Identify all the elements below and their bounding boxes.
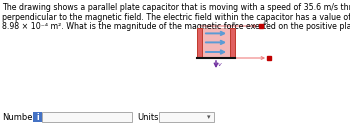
Text: ▾: ▾	[207, 114, 211, 120]
Bar	[230, 28, 235, 58]
Text: The drawing shows a parallel plate capacitor that is moving with a speed of 35.6: The drawing shows a parallel plate capac…	[2, 3, 350, 12]
Text: F: F	[231, 22, 234, 27]
Text: 8.98 × 10⁻⁴ m². What is the magnitude of the magnetic force exerted on the posit: 8.98 × 10⁻⁴ m². What is the magnitude of…	[2, 22, 350, 31]
Text: i: i	[36, 113, 39, 121]
Text: Number: Number	[2, 113, 36, 121]
Bar	[33, 112, 42, 122]
Text: perpendicular to the magnetic field. The electric field within the capacitor has: perpendicular to the magnetic field. The…	[2, 12, 350, 22]
Bar	[42, 112, 132, 122]
Text: B: B	[263, 20, 267, 25]
Bar	[159, 112, 214, 122]
Text: Units: Units	[137, 113, 159, 121]
Bar	[202, 28, 230, 58]
Bar	[197, 28, 202, 58]
Text: v: v	[218, 62, 222, 68]
